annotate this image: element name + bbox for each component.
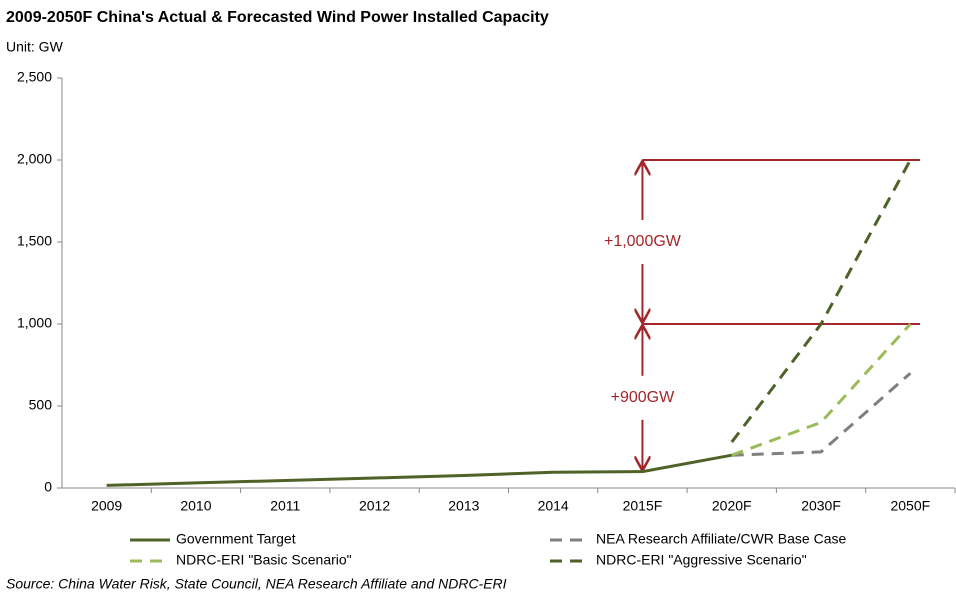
x-tick-label: 2050F [890, 498, 930, 514]
annotation-label: +1,000GW [604, 233, 682, 250]
series-line [731, 372, 912, 457]
y-tick-label: 500 [29, 397, 53, 413]
y-tick-label: 2,000 [17, 151, 52, 167]
x-tick-label: 2013 [448, 498, 479, 514]
chart-title: 2009-2050F China's Actual & Forecasted W… [6, 9, 549, 26]
x-tick-label: 2012 [359, 498, 390, 514]
legend-label: NDRC-ERI "Basic Scenario" [176, 552, 352, 568]
y-tick-label: 1,500 [17, 233, 52, 249]
x-tick-label: 2020F [712, 498, 752, 514]
legend-label: NDRC-ERI "Aggressive Scenario" [596, 552, 807, 568]
unit-label: Unit: GW [6, 39, 64, 55]
legend-label: Government Target [176, 531, 296, 547]
x-tick-label: 2030F [801, 498, 841, 514]
series-line [106, 453, 733, 487]
series-line [730, 159, 912, 443]
y-tick-label: 2,500 [17, 69, 52, 85]
y-tick-label: 1,000 [17, 315, 52, 331]
x-tick-label: 2014 [538, 498, 569, 514]
x-tick-label: 2010 [180, 498, 211, 514]
x-tick-label: 2015F [623, 498, 663, 514]
legend-label: NEA Research Affiliate/CWR Base Case [596, 531, 847, 547]
x-tick-label: 2009 [91, 498, 122, 514]
y-tick-label: 0 [44, 479, 52, 495]
series-line [731, 322, 912, 457]
x-tick-label: 2011 [270, 498, 300, 514]
annotation-label: +900GW [611, 389, 675, 406]
source: Source: China Water Risk, State Council,… [6, 576, 507, 592]
